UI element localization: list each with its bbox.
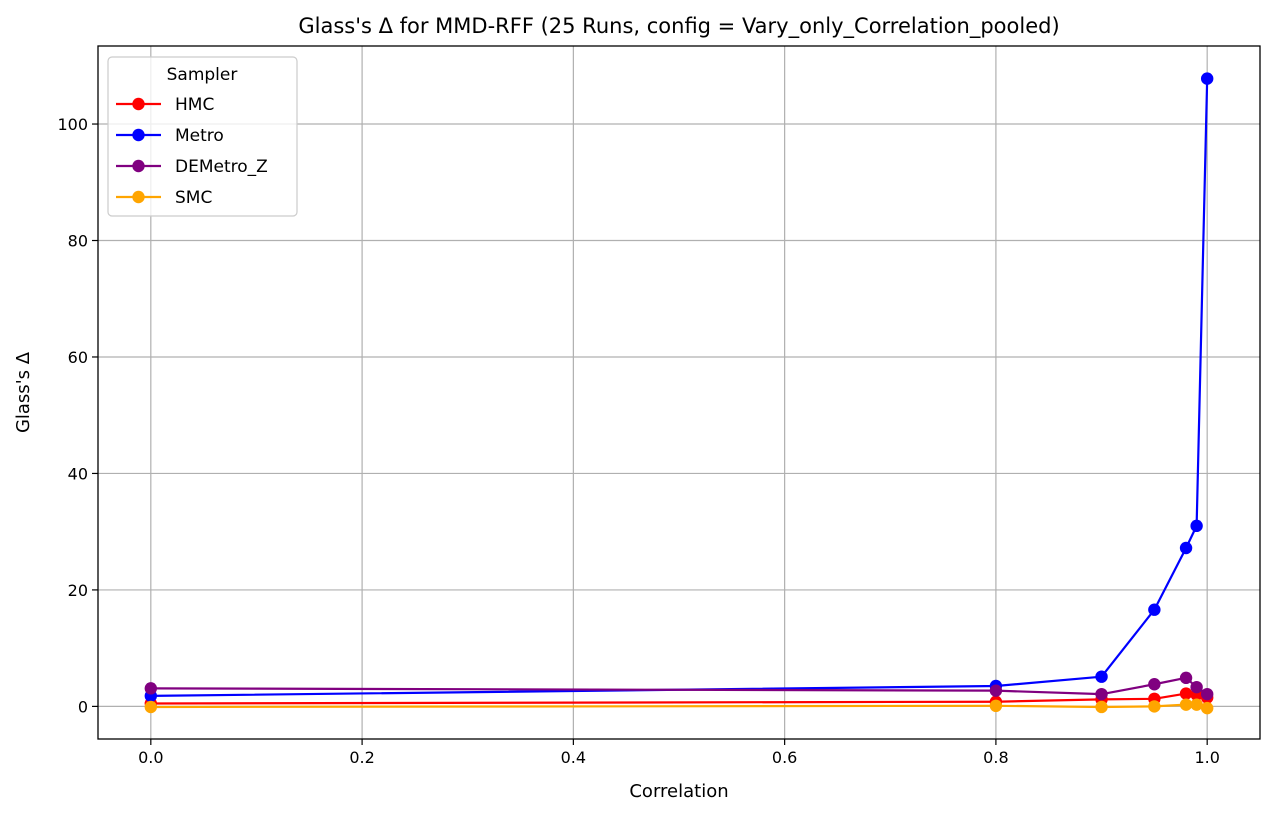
data-point	[1179, 687, 1193, 700]
data-point	[989, 684, 1003, 697]
y-tick-label: 40	[68, 464, 88, 483]
data-point	[1095, 687, 1108, 701]
legend-marker	[132, 159, 145, 173]
data-point	[1200, 687, 1214, 701]
data-point	[144, 700, 158, 714]
data-point	[1190, 680, 1203, 694]
x-tick-label: 0.6	[772, 748, 797, 767]
legend-item: Metro	[116, 126, 224, 146]
legend-item: SMC	[116, 188, 212, 208]
x-axis-label: Correlation	[629, 781, 728, 802]
data-point	[1095, 700, 1108, 714]
legend-label: SMC	[175, 188, 212, 208]
x-tick-label: 1.0	[1194, 748, 1219, 767]
y-tick-label: 100	[57, 115, 88, 134]
legend-marker	[132, 128, 145, 142]
y-tick-label: 60	[68, 348, 88, 367]
y-axis-label: Glass's Δ	[13, 351, 34, 433]
x-tick-label: 0.0	[138, 748, 163, 767]
legend-label: HMC	[175, 95, 214, 115]
data-point	[1190, 698, 1203, 711]
legend-label: Metro	[175, 126, 224, 146]
legend-box	[107, 56, 298, 217]
data-point	[144, 682, 158, 695]
legend-items: HMC Metro DEMetro_Z SMC	[116, 95, 268, 208]
series-demetro-z	[144, 671, 1214, 701]
data-point	[1179, 671, 1193, 685]
legend-marker	[132, 97, 145, 111]
data-point	[1179, 698, 1193, 711]
data-point	[1179, 541, 1193, 555]
data-series	[144, 72, 1214, 715]
data-point	[1200, 72, 1214, 85]
y-tick-label: 20	[68, 581, 88, 600]
data-point	[1190, 519, 1203, 533]
legend-item: DEMetro_Z	[116, 157, 268, 177]
axes-frame	[97, 45, 1261, 740]
x-tick-label: 0.8	[983, 748, 1008, 767]
legend-label: DEMetro_Z	[175, 157, 268, 177]
data-point	[1200, 701, 1214, 715]
data-point	[1148, 603, 1161, 616]
legend-marker	[132, 190, 145, 204]
data-point	[989, 699, 1003, 713]
x-tick-label: 0.4	[561, 748, 586, 767]
y-tick-label: 0	[78, 697, 88, 716]
data-point	[1148, 678, 1161, 691]
legend: Sampler HMC Metro DEMetro_Z SMC	[107, 56, 298, 217]
y-tick-label: 80	[68, 232, 88, 251]
legend-title: Sampler	[167, 65, 238, 85]
data-point	[1095, 670, 1108, 683]
data-point	[1148, 700, 1161, 713]
legend-item: HMC	[116, 95, 214, 115]
chart-title: Glass's Δ for MMD-RFF (25 Runs, config =…	[298, 14, 1059, 39]
x-tick-label: 0.2	[349, 748, 374, 767]
axis-ticks: 0.0 0.2 0.4 0.6 0.8 1.0 0 20 40 60 80 100	[57, 115, 1219, 767]
series-smc	[144, 698, 1214, 715]
